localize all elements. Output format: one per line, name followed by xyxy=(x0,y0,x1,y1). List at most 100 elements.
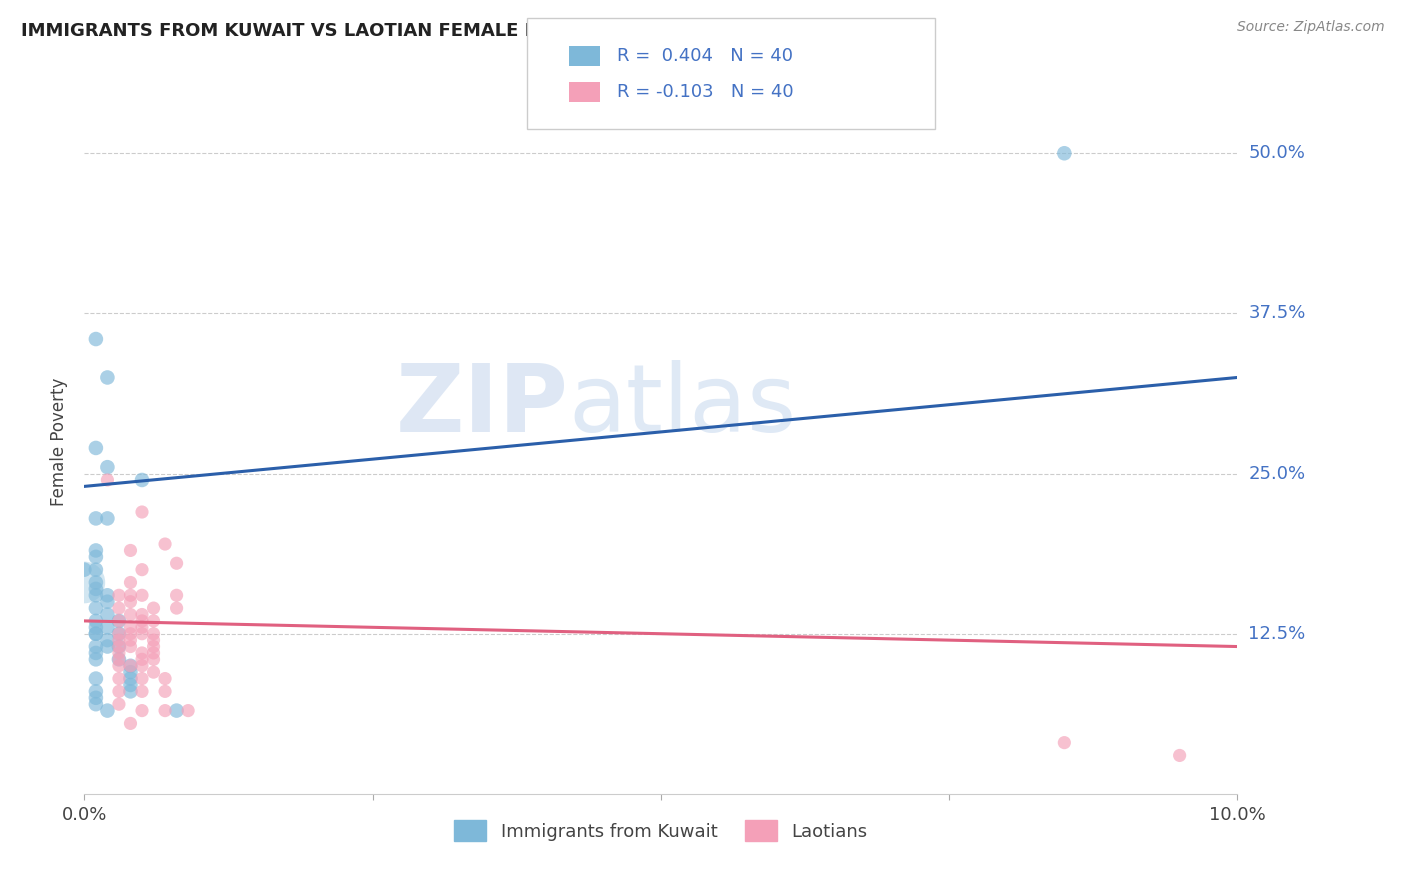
Point xyxy=(131,704,153,718)
Point xyxy=(1053,146,1076,161)
Point xyxy=(120,678,142,692)
Point xyxy=(120,626,142,640)
Point xyxy=(108,697,131,711)
Point xyxy=(131,652,153,666)
Point xyxy=(108,652,131,666)
Point xyxy=(108,588,131,602)
Point xyxy=(84,697,107,711)
Point xyxy=(96,595,118,609)
Point xyxy=(153,672,176,686)
Point xyxy=(120,672,142,686)
Y-axis label: Female Poverty: Female Poverty xyxy=(51,377,69,506)
Point xyxy=(120,575,142,590)
Point xyxy=(131,614,153,628)
Point xyxy=(177,704,200,718)
Text: ZIP: ZIP xyxy=(395,360,568,452)
Point xyxy=(84,626,107,640)
Point xyxy=(131,588,153,602)
Text: IMMIGRANTS FROM KUWAIT VS LAOTIAN FEMALE POVERTY CORRELATION CHART: IMMIGRANTS FROM KUWAIT VS LAOTIAN FEMALE… xyxy=(21,22,838,40)
Text: Source: ZipAtlas.com: Source: ZipAtlas.com xyxy=(1237,20,1385,34)
Point xyxy=(131,658,153,673)
Text: 37.5%: 37.5% xyxy=(1249,304,1306,322)
Point xyxy=(84,441,107,455)
Point xyxy=(166,704,188,718)
Point xyxy=(120,607,142,622)
Text: 12.5%: 12.5% xyxy=(1249,624,1306,643)
Point xyxy=(84,690,107,705)
Point xyxy=(108,684,131,698)
Point xyxy=(108,601,131,615)
Point xyxy=(131,607,153,622)
Point xyxy=(131,646,153,660)
Point xyxy=(131,672,153,686)
Point xyxy=(84,652,107,666)
Point xyxy=(166,588,188,602)
Point xyxy=(120,633,142,648)
Point xyxy=(120,658,142,673)
Text: R =  0.404   N = 40: R = 0.404 N = 40 xyxy=(617,47,793,65)
Point xyxy=(84,575,107,590)
Point xyxy=(1053,736,1076,750)
Point xyxy=(96,460,118,475)
Point xyxy=(120,588,142,602)
Point xyxy=(120,543,142,558)
Point xyxy=(120,684,142,698)
Point xyxy=(73,563,96,577)
Point xyxy=(84,549,107,564)
Point xyxy=(108,633,131,648)
Point xyxy=(96,588,118,602)
Point xyxy=(142,601,165,615)
Point xyxy=(142,626,165,640)
Point xyxy=(153,537,176,551)
Point xyxy=(84,672,107,686)
Point xyxy=(153,684,176,698)
Point xyxy=(120,595,142,609)
Point xyxy=(166,601,188,615)
Point xyxy=(108,614,131,628)
Text: 50.0%: 50.0% xyxy=(1249,145,1305,162)
Point xyxy=(84,626,107,640)
Point xyxy=(84,614,107,628)
Point xyxy=(108,626,131,640)
Point xyxy=(84,646,107,660)
Point xyxy=(108,646,131,660)
Point xyxy=(84,543,107,558)
Point xyxy=(96,640,118,654)
Point xyxy=(96,620,118,634)
Point xyxy=(84,588,107,602)
Text: atlas: atlas xyxy=(568,360,797,452)
Point xyxy=(73,575,96,590)
Point xyxy=(120,640,142,654)
Point xyxy=(142,640,165,654)
Point xyxy=(108,658,131,673)
Point xyxy=(96,370,118,384)
Point xyxy=(84,563,107,577)
Point xyxy=(120,716,142,731)
Text: 25.0%: 25.0% xyxy=(1249,465,1306,483)
Point xyxy=(108,652,131,666)
Point xyxy=(131,563,153,577)
Point xyxy=(142,614,165,628)
Point xyxy=(84,332,107,346)
Point xyxy=(142,633,165,648)
Point xyxy=(96,473,118,487)
Point xyxy=(120,665,142,680)
Point xyxy=(142,646,165,660)
Point xyxy=(166,556,188,570)
Point xyxy=(84,582,107,596)
Point xyxy=(131,473,153,487)
Point xyxy=(84,620,107,634)
Point xyxy=(131,684,153,698)
Point xyxy=(108,626,131,640)
Point xyxy=(1168,748,1191,763)
Point xyxy=(120,620,142,634)
Point xyxy=(153,704,176,718)
Point xyxy=(131,505,153,519)
Point xyxy=(131,626,153,640)
Text: R = -0.103   N = 40: R = -0.103 N = 40 xyxy=(617,83,794,101)
Point xyxy=(84,684,107,698)
Point xyxy=(108,672,131,686)
Point xyxy=(142,652,165,666)
Point xyxy=(96,633,118,648)
Point xyxy=(108,640,131,654)
